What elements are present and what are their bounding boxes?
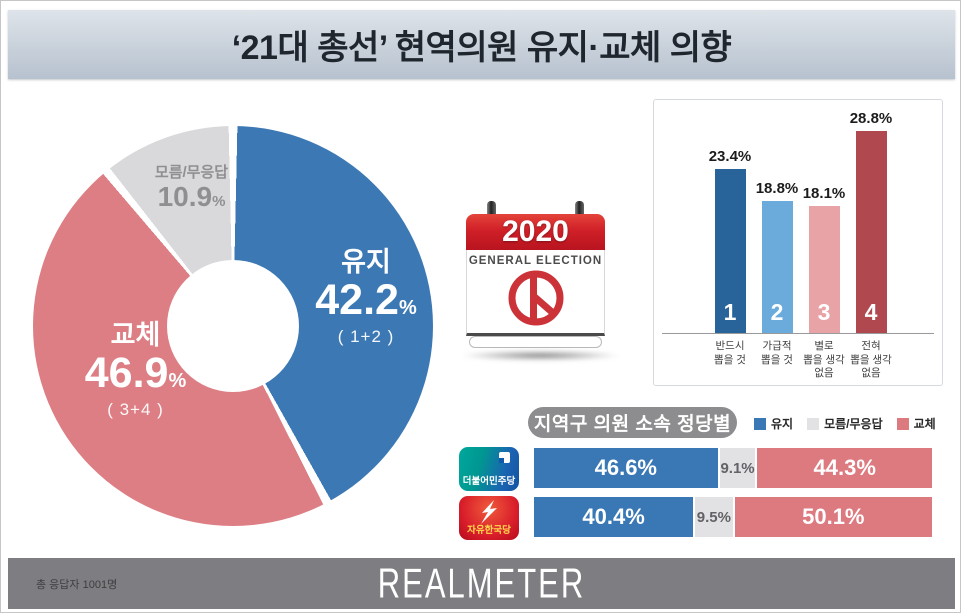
- legend-swatch: [754, 417, 766, 430]
- page-title: ‘21대 총선’ 현역의원 유지·교체 의향: [8, 10, 955, 79]
- calendar-year: 2020: [466, 214, 605, 250]
- legend-item: 모름/무응답: [807, 415, 883, 432]
- donut-label-replace: 교체 46.9% ( 3+4 ): [53, 320, 218, 420]
- bar-value-label: 18.1%: [802, 185, 846, 202]
- calendar-subtitle: GENERAL ELECTION: [468, 255, 603, 267]
- liberty-party-flame-icon: [481, 500, 497, 524]
- bar-category-label: 반드시 뽑을 것: [714, 340, 746, 366]
- donut-label-maintain: 유지 42.2% ( 1+2 ): [291, 247, 441, 347]
- bar-value-label: 28.8%: [849, 110, 893, 127]
- slice-sublabel: ( 1+2 ): [337, 326, 395, 346]
- bar-category-label: 전혀 뽑을 생각 없음: [850, 340, 892, 380]
- party-badge-minjoo: 더불어민주당: [459, 447, 519, 491]
- legend-item: 유지: [754, 415, 793, 432]
- stacked-bar-minjoo: 46.6% 9.1% 44.3%: [534, 448, 933, 488]
- voting-stamp-icon: [508, 270, 563, 326]
- respondents-note: 총 응답자 1001명: [36, 578, 118, 591]
- legend-swatch: [896, 417, 909, 430]
- slice-value: 10.9%: [157, 180, 226, 212]
- party-name: 더불어민주당: [462, 476, 516, 487]
- slice-value: 46.9%: [84, 348, 187, 397]
- bar-1: [714, 169, 746, 333]
- bar-value-label: 18.8%: [755, 180, 799, 197]
- x-axis-line: [662, 333, 934, 334]
- stacked-segment: 9.1%: [719, 448, 756, 488]
- slice-name: 교체: [110, 320, 161, 350]
- donut-label-unknown: 모름/무응답 10.9%: [129, 164, 254, 212]
- donut-hole: [167, 260, 299, 392]
- stacked-segment: 46.6%: [534, 448, 718, 488]
- bar-category-label: 별로 뽑을 생각 없음: [803, 340, 845, 380]
- footer-bar: 총 응답자 1001명 REALMETER: [8, 558, 955, 609]
- bar-rank-number: 4: [864, 299, 878, 325]
- stacked-segment: 50.1%: [734, 497, 932, 537]
- slice-value: 42.2%: [315, 275, 417, 324]
- realmeter-logo: REALMETER: [377, 559, 586, 607]
- bar-rank-number: 1: [723, 299, 737, 325]
- bar-rank-number: 3: [817, 299, 831, 325]
- bar-value-label: 23.4%: [708, 148, 752, 165]
- legend-label: 모름/무응답: [824, 417, 883, 431]
- legend-swatch: [807, 417, 820, 430]
- calendar-shadow: [460, 350, 621, 361]
- stacked-legend: 유지 모름/무응답 교체: [754, 415, 936, 432]
- stacked-bar-liberty: 40.4% 9.5% 50.1%: [534, 497, 932, 537]
- slice-sublabel: ( 3+4 ): [107, 399, 164, 419]
- calendar-base: [469, 336, 602, 348]
- legend-label: 교체: [913, 417, 936, 431]
- calendar-body: GENERAL ELECTION: [466, 250, 605, 336]
- slice-name: 모름/무응답: [154, 164, 229, 181]
- legend-label: 유지: [771, 417, 794, 431]
- stacked-segment: 40.4%: [534, 497, 694, 537]
- election-calendar-icon: 2020 GENERAL ELECTION: [460, 201, 621, 363]
- legend-item: 교체: [896, 415, 936, 432]
- minjoo-party-logo-icon: [499, 452, 510, 463]
- party-badge-liberty: 자유한국당: [459, 496, 519, 540]
- slice-name: 유지: [341, 247, 391, 277]
- party-section-title: 지역구 의원 소속 정당별: [528, 407, 737, 438]
- bar-3: [808, 206, 840, 333]
- bar-rank-number: 2: [770, 299, 784, 325]
- stacked-segment: 44.3%: [757, 448, 933, 488]
- party-name: 자유한국당: [467, 525, 511, 536]
- bar-4: [855, 131, 887, 333]
- bar-category-label: 가급적 뽑을 것: [761, 340, 793, 366]
- bar-2: [761, 201, 793, 333]
- intention-bar-chart: 23.4% 1 반드시 뽑을 것 18.8% 2 가급적 뽑을 것 18.1% 3 별로 뽑을 …: [653, 99, 943, 386]
- stacked-segment: 9.5%: [695, 497, 733, 537]
